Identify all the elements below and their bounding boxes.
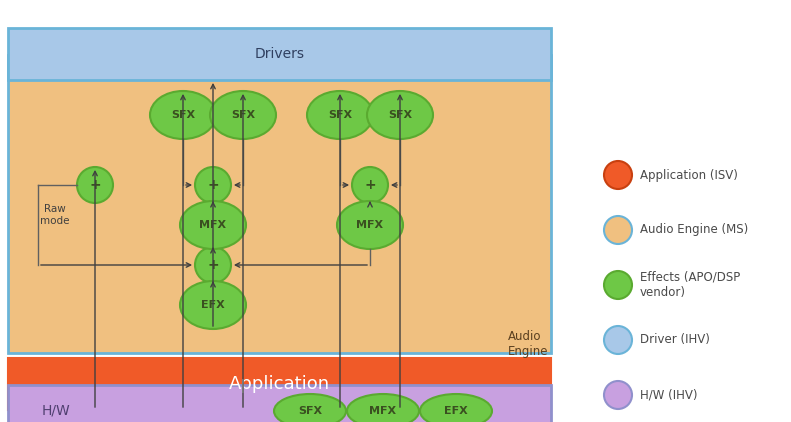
Ellipse shape <box>367 91 433 139</box>
Text: MFX: MFX <box>199 220 226 230</box>
Text: H/W: H/W <box>42 404 70 418</box>
Text: H/W (IHV): H/W (IHV) <box>640 389 698 401</box>
Ellipse shape <box>307 91 373 139</box>
Text: MFX: MFX <box>369 406 396 416</box>
Ellipse shape <box>604 326 632 354</box>
Text: +: + <box>207 178 219 192</box>
Text: +: + <box>207 258 219 272</box>
Text: Application: Application <box>229 375 330 393</box>
Ellipse shape <box>604 161 632 189</box>
Ellipse shape <box>604 381 632 409</box>
Text: Application (ISV): Application (ISV) <box>640 168 738 181</box>
Text: EFX: EFX <box>444 406 467 416</box>
Ellipse shape <box>150 91 216 139</box>
Text: SFX: SFX <box>298 406 322 416</box>
Text: SFX: SFX <box>231 110 255 120</box>
Ellipse shape <box>210 91 276 139</box>
Ellipse shape <box>195 167 231 203</box>
Text: Audio Engine (MS): Audio Engine (MS) <box>640 224 748 236</box>
Bar <box>8 55 551 353</box>
Text: EFX: EFX <box>201 300 225 310</box>
Ellipse shape <box>180 201 246 249</box>
Text: Drivers: Drivers <box>255 47 305 61</box>
Text: Raw
mode: Raw mode <box>40 204 70 226</box>
Ellipse shape <box>352 167 388 203</box>
Ellipse shape <box>347 394 419 422</box>
Ellipse shape <box>604 216 632 244</box>
Text: MFX: MFX <box>357 220 384 230</box>
Ellipse shape <box>604 271 632 299</box>
Text: SFX: SFX <box>328 110 352 120</box>
Text: Audio
Engine: Audio Engine <box>508 330 548 358</box>
Ellipse shape <box>77 167 113 203</box>
Text: SFX: SFX <box>388 110 412 120</box>
Ellipse shape <box>337 201 403 249</box>
Ellipse shape <box>274 394 346 422</box>
Text: +: + <box>364 178 376 192</box>
Bar <box>8 385 551 422</box>
Text: +: + <box>89 178 100 192</box>
Ellipse shape <box>420 394 492 422</box>
Bar <box>8 358 551 410</box>
Text: SFX: SFX <box>171 110 195 120</box>
Bar <box>8 28 551 80</box>
Text: Effects (APO/DSP
vendor): Effects (APO/DSP vendor) <box>640 271 740 299</box>
Ellipse shape <box>195 247 231 283</box>
Ellipse shape <box>180 281 246 329</box>
Text: Driver (IHV): Driver (IHV) <box>640 333 710 346</box>
